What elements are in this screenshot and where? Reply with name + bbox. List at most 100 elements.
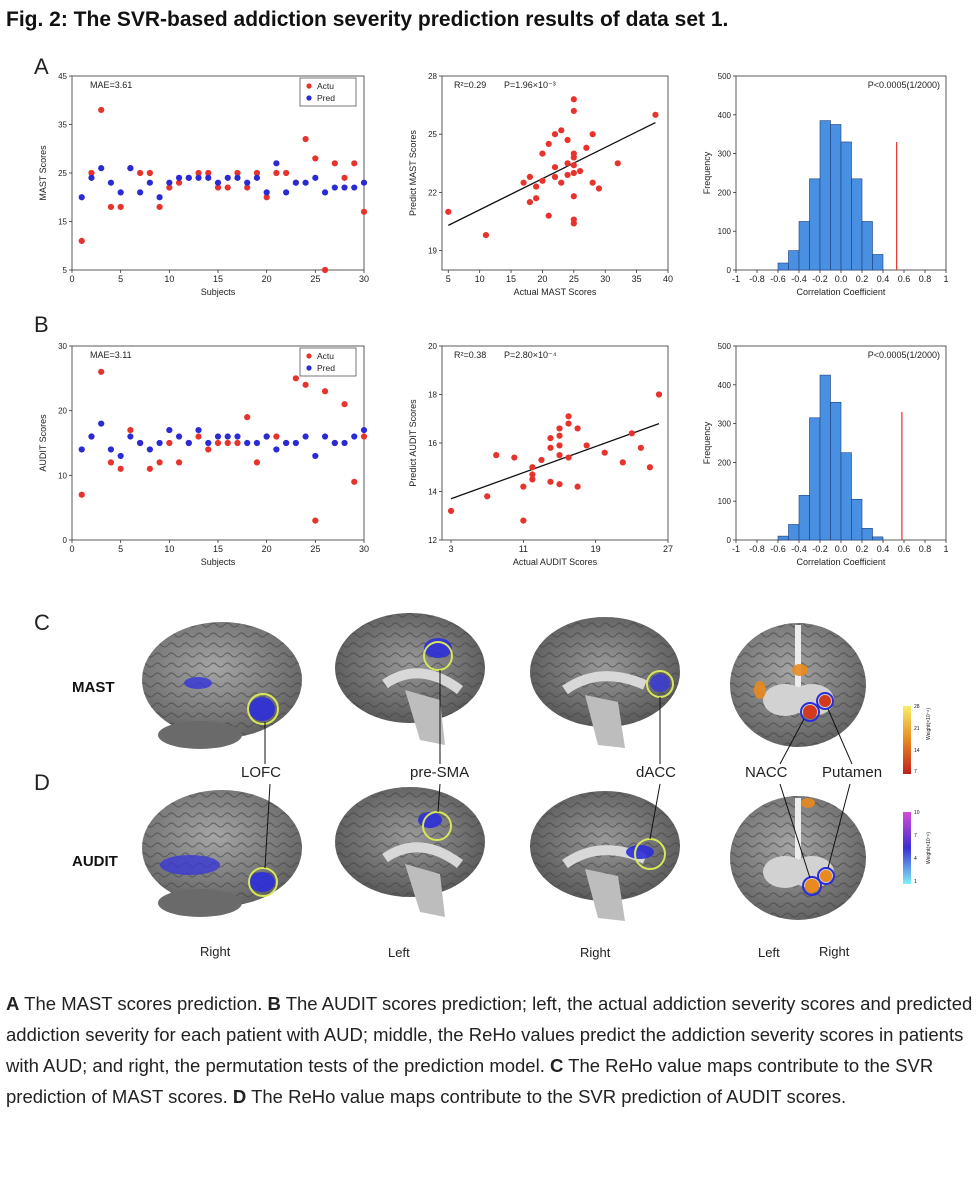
b-scatter-pred-point: [351, 433, 358, 440]
b-scatter-actual-point: [195, 433, 202, 440]
caption-a-text: The MAST scores prediction.: [19, 993, 268, 1014]
a-perm-xtick-label: 1: [943, 274, 948, 284]
chart-b-permutation: -1 -0.8 -0.6 -0.4 -0.2 0.0 0.2 0.4 0.6 0.8 1 0 100 20…: [702, 342, 949, 567]
a-scatter-actual-point: [117, 203, 124, 211]
a-scatter-pred-point: [156, 194, 163, 201]
a-corr-xaxis-label: Actual MAST Scores: [514, 287, 597, 297]
b-scatter-yaxis-label: AUDIT Scores: [38, 414, 48, 472]
colorbar-audit-tick-1: 7: [914, 833, 917, 839]
b-scatter-actual-point: [321, 388, 329, 395]
a-corr-xtick-label: 10: [475, 274, 485, 284]
b-corr-data-point: [583, 442, 590, 449]
a-scatter-pred-point: [127, 165, 134, 172]
colorbar-audit-tick-0: 10: [914, 810, 920, 816]
b-scatter-actual-point: [107, 459, 115, 466]
putamen-ring-c: [816, 692, 834, 710]
a-scatter-actual-point: [214, 184, 222, 191]
b-scatter-actual-point: [341, 401, 348, 408]
a-scatter-pred-point: [312, 174, 319, 181]
a-scatter-ytick-label: 5: [63, 266, 68, 275]
a-scatter-pred-point: [283, 189, 290, 196]
b-corr-data-point: [565, 420, 572, 427]
b-scatter-legend-label-0: Actu: [317, 351, 334, 361]
b-corr-ytick-label: 16: [428, 439, 437, 448]
b-scatter-actual-point: [224, 439, 231, 447]
b-scatter-pred-point: [302, 433, 309, 440]
side-label-left-2: Left: [758, 945, 780, 960]
a-perm-xtick-label: -0.2: [812, 274, 828, 284]
panel-label-b: B: [34, 312, 49, 337]
a-corr-data-point: [539, 177, 546, 184]
colorbar-mast-tick-3: 7: [914, 769, 917, 775]
colorbar-mast-tick-2: 14: [914, 748, 920, 754]
b-scatter-pred-point: [292, 439, 299, 447]
a-scatter-legend-label-0: Actu: [317, 81, 334, 91]
a-scatter-pred-point: [253, 174, 261, 181]
a-scatter-pred-point: [88, 174, 95, 181]
a-corr-ytick-label: 28: [428, 72, 437, 81]
region-label-nacc: NACC: [745, 764, 788, 781]
b-perm-ytick-label: 400: [718, 381, 732, 390]
a-corr-data-point: [570, 169, 577, 177]
b-corr-data-point: [484, 493, 491, 500]
b-corr-xaxis-label: Actual AUDIT Scores: [513, 557, 598, 567]
b-scatter-legend-marker-1: [306, 365, 312, 371]
b-perm-xtick-label: 1: [943, 544, 948, 554]
b-scatter-pred-point: [88, 433, 95, 440]
b-scatter-ytick-label: 20: [58, 407, 67, 416]
b-scatter-xtick-label: 25: [310, 544, 320, 554]
b-corr-data-point: [529, 471, 536, 478]
a-scatter-actual-point: [263, 194, 270, 201]
brain-d-medial-left: [335, 787, 485, 917]
b-perm-xtick-label: 0.0: [835, 544, 848, 554]
a-corr-data-point: [564, 160, 571, 167]
caption-d-label: D: [232, 1086, 247, 1107]
lofc-ring-d: [248, 867, 278, 897]
b-perm-xaxis-label: Correlation Coefficient: [797, 557, 886, 567]
b-corr-data-point: [556, 481, 563, 488]
a-corr-yaxis-label: Predict MAST Scores: [408, 130, 418, 216]
side-label-left-1: Left: [388, 945, 410, 960]
a-scatter-actual-point: [195, 169, 202, 177]
nacc-ring-c: [800, 702, 820, 722]
b-scatter-actual-point: [127, 426, 134, 434]
b-scatter-pred-point: [321, 433, 329, 440]
b-scatter-xtick-label: 0: [69, 544, 74, 554]
figure-title: Fig. 2: The SVR-based addiction severity…: [6, 8, 729, 31]
a-scatter-pred-point: [195, 174, 202, 181]
a-scatter-xtick-label: 30: [359, 274, 369, 284]
brain-d-coronal: [730, 796, 866, 920]
a-corr-data-point: [589, 179, 596, 186]
b-scatter-xtick-label: 30: [359, 544, 369, 554]
a-perm-xaxis-label: Correlation Coefficient: [797, 287, 886, 297]
a-perm-hist-bar: [872, 254, 884, 271]
a-scatter-actual-point: [312, 155, 319, 162]
a-scatter-xtick-label: 5: [118, 274, 123, 284]
b-scatter-pred-point: [214, 433, 222, 440]
colorbar-mast: [903, 706, 911, 774]
a-scatter-ytick-label: 15: [58, 218, 67, 227]
a-scatter-actual-point: [321, 266, 329, 274]
a-scatter-actual-point: [88, 169, 95, 177]
b-scatter-pred-point: [98, 420, 105, 427]
b-corr-p-annotation: P=2.80×10⁻⁴: [504, 350, 557, 360]
a-scatter-pred-point: [273, 160, 280, 167]
b-corr-ytick-label: 18: [428, 391, 437, 400]
a-corr-data-point: [551, 173, 559, 180]
side-label-right-1: Right: [200, 944, 231, 959]
b-corr-data-point: [520, 483, 527, 490]
b-corr-data-point: [556, 452, 563, 459]
b-perm-hist-bar: [840, 452, 852, 541]
a-scatter-xtick-label: 10: [164, 274, 174, 284]
a-corr-data-point: [570, 220, 577, 227]
a-scatter-actual-point: [360, 208, 368, 215]
a-corr-ytick-label: 22: [428, 188, 437, 197]
a-perm-xtick-label: 0.2: [856, 274, 869, 284]
chart-a-correlation: 5 10 15 20 25 30 35 40 19 22 25 28 Actual MAST Score…: [408, 72, 673, 297]
a-perm-xtick-label: 0.4: [877, 274, 890, 284]
b-corr-xtick-label: 3: [449, 544, 454, 554]
b-scatter-actual-point: [166, 439, 173, 447]
pointer-putamen-c: [827, 708, 853, 765]
a-scatter-xtick-label: 15: [213, 274, 223, 284]
panel-label-d: D: [34, 770, 50, 795]
